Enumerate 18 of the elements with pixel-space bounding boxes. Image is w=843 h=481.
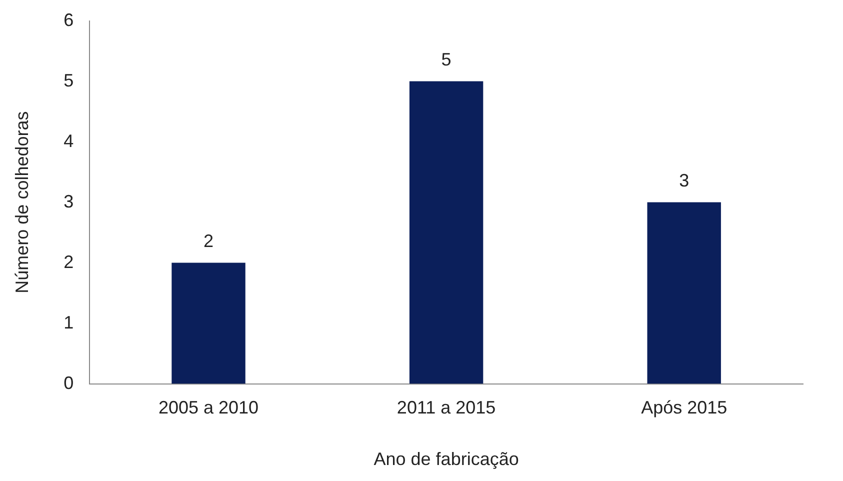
y-tick-label: 6 (64, 10, 74, 30)
y-tick-label: 0 (64, 372, 74, 393)
y-tick-label: 4 (64, 130, 74, 151)
data-label: 5 (441, 49, 452, 70)
data-label: 3 (679, 170, 690, 190)
x-tick-label: 2011 a 2015 (396, 398, 496, 418)
bar (409, 81, 484, 384)
y-axis-title: Número de colhedoras (12, 111, 32, 294)
data-label: 2 (204, 230, 214, 251)
x-axis-title: Ano de fabricação (374, 449, 519, 470)
y-tick-label: 3 (64, 191, 74, 212)
y-tick-label: 5 (64, 70, 74, 90)
bar (647, 202, 721, 384)
y-tick-label: 1 (64, 312, 74, 332)
y-tick-label: 2 (64, 252, 74, 272)
x-tick-label: 2005 a 2010 (158, 398, 259, 418)
x-tick-label: Após 2015 (641, 398, 728, 418)
bar (172, 262, 246, 384)
